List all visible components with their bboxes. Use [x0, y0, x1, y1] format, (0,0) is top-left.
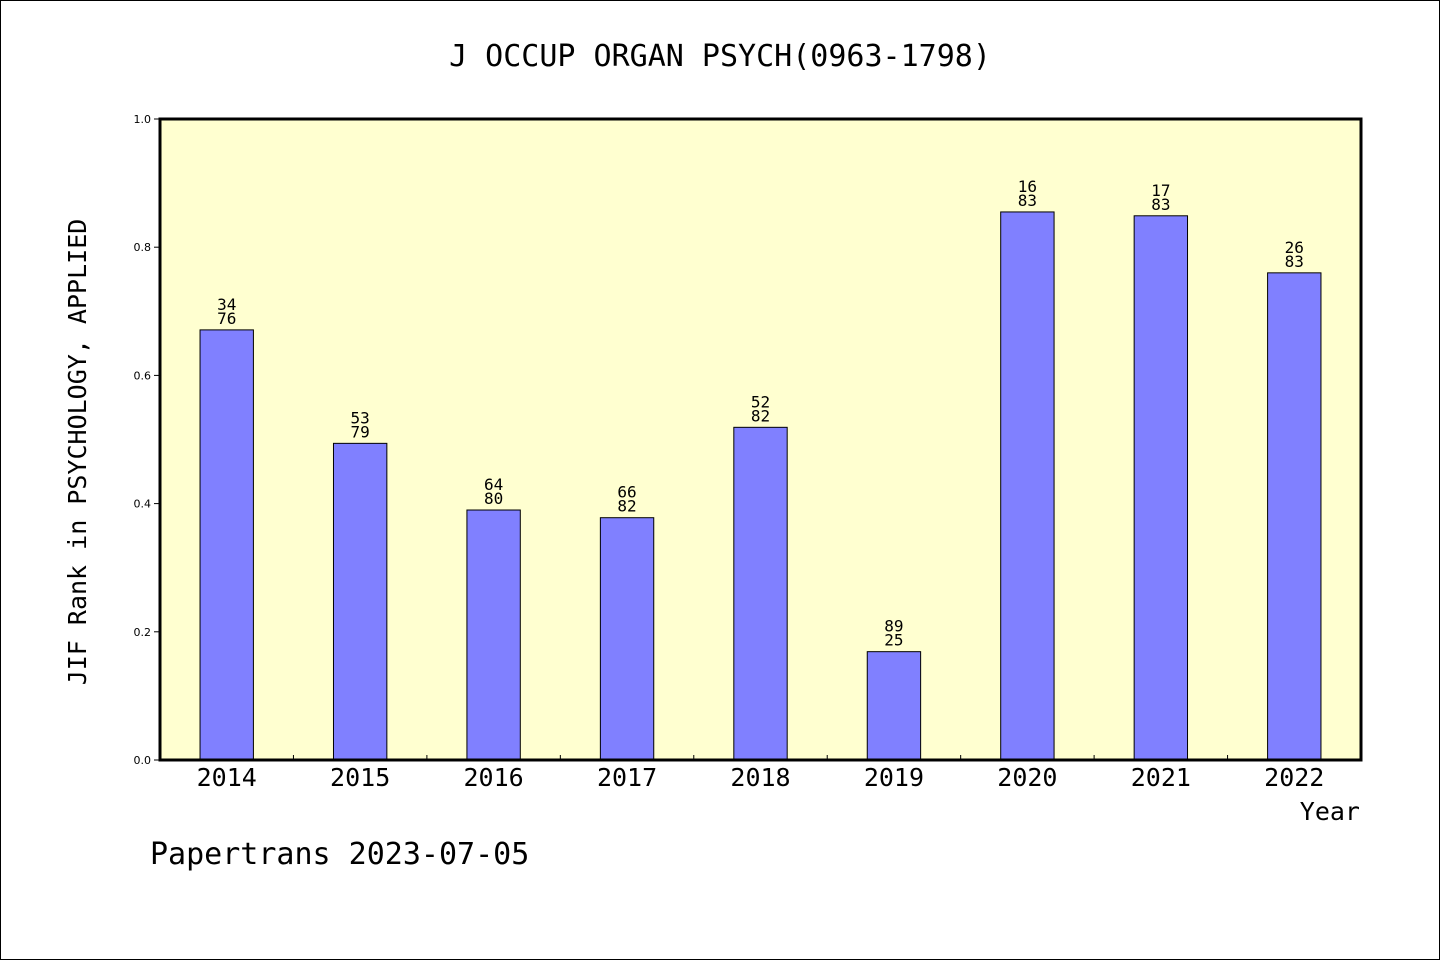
chart-title: J OCCUP ORGAN PSYCH(0963-1798) — [449, 39, 991, 74]
x-tick-label-2021: 2021 — [1131, 763, 1191, 792]
bar-label-bottom-2017: 82 — [617, 497, 636, 516]
x-tick-label-2016: 2016 — [464, 763, 524, 792]
x-tick-label-2020: 2020 — [997, 763, 1057, 792]
x-axis-label: Year — [1300, 797, 1360, 826]
footer-credit: Papertrans 2023-07-05 — [150, 837, 529, 872]
bar-2022 — [1267, 272, 1322, 761]
x-tick-label-2018: 2018 — [730, 763, 790, 792]
y-axis-label: JIF Rank in PSYCHOLOGY, APPLIED — [63, 219, 92, 686]
y-tick-label: 0.6 — [134, 369, 152, 382]
y-tick-label: 1.0 — [134, 113, 152, 126]
bar-label-bottom-2018: 82 — [751, 406, 770, 425]
bar-2017 — [599, 517, 655, 761]
x-tick-label-2017: 2017 — [597, 763, 657, 792]
bar-2015 — [332, 442, 388, 761]
x-tick-label-2022: 2022 — [1264, 763, 1324, 792]
bar-label-bottom-2015: 79 — [351, 422, 370, 441]
bar-label-bottom-2021: 83 — [1151, 195, 1170, 214]
bar-label-bottom-2014: 76 — [217, 309, 236, 328]
y-tick-label: 0.2 — [134, 626, 152, 639]
bar-2020 — [1000, 211, 1055, 761]
bar-label-top-2022: 26 — [1285, 238, 1304, 257]
bar-2014 — [199, 329, 254, 761]
bar-2016 — [466, 509, 521, 761]
plot-border — [158, 117, 1363, 762]
x-tick-label-2014: 2014 — [197, 763, 257, 792]
y-tick-label: 0.8 — [134, 241, 152, 254]
bar-label-bottom-2019: 25 — [884, 631, 903, 650]
bar-label-bottom-2022: 83 — [1285, 252, 1304, 271]
bar-label-top-2017: 66 — [617, 483, 636, 502]
bar-label-bottom-2020: 83 — [1018, 191, 1037, 210]
bar-label-top-2015: 53 — [351, 408, 370, 427]
y-tick-label: 0.4 — [134, 498, 152, 511]
bar-label-top-2014: 34 — [217, 295, 236, 314]
bar-label-top-2018: 52 — [751, 392, 770, 411]
bar-label-top-2019: 89 — [884, 617, 903, 636]
x-tick-label-2019: 2019 — [864, 763, 924, 792]
bar-label-top-2016: 64 — [484, 475, 503, 494]
bar-label-bottom-2016: 80 — [484, 489, 503, 508]
bar-2021 — [1133, 215, 1189, 761]
y-tick-label: 0.0 — [134, 754, 152, 767]
bar-label-top-2020: 16 — [1018, 177, 1037, 196]
bar-label-top-2021: 17 — [1151, 181, 1170, 200]
x-tick-label-2015: 2015 — [330, 763, 390, 792]
bar-2019 — [866, 651, 922, 761]
bar-2018 — [733, 426, 788, 761]
